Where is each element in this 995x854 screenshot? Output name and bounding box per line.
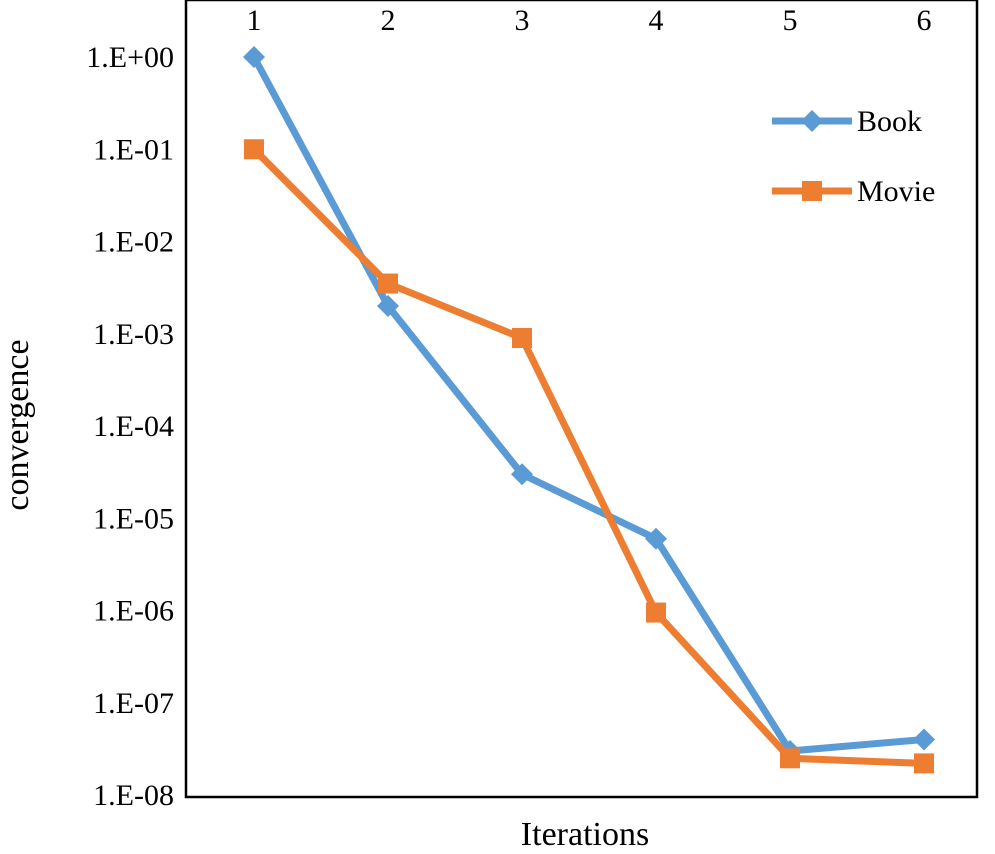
x-tick-label: 6 <box>917 4 932 37</box>
legend-label-book: Book <box>857 105 922 138</box>
y-axis-title: convergence <box>0 339 36 510</box>
series-line-movie <box>250 145 928 767</box>
data-point-movie <box>780 748 800 769</box>
data-point-book <box>243 46 265 68</box>
x-tick-label: 4 <box>649 4 664 37</box>
x-axis-title: Iterations <box>521 816 649 853</box>
y-tick-label: 1.E-01 <box>93 133 174 166</box>
y-tick-label: 1.E-05 <box>93 502 174 535</box>
y-axis-ticks: 1.E+00 1.E-01 1.E-02 1.E-03 1.E-04 1.E-05 1.E-… <box>86 41 174 812</box>
data-point-movie <box>646 602 666 623</box>
legend-marker-movie <box>802 181 822 201</box>
x-tick-label: 2 <box>381 4 396 37</box>
y-tick-label: 1.E-08 <box>93 779 174 812</box>
y-tick-label: 1.E-03 <box>93 318 174 351</box>
plot-area-frame <box>184 0 979 799</box>
x-tick-label: 5 <box>783 4 798 37</box>
legend-label-movie: Movie <box>857 175 935 208</box>
data-point-book <box>511 463 533 486</box>
data-point-book <box>645 527 667 550</box>
data-point-movie <box>512 327 532 348</box>
series-line-book <box>250 53 928 755</box>
legend: Book Movie <box>772 105 935 208</box>
y-tick-label: 1.E-07 <box>93 687 174 720</box>
x-tick-label: 1 <box>247 4 262 37</box>
y-tick-label: 1.E+00 <box>86 41 174 74</box>
legend-marker-book <box>801 110 823 132</box>
y-tick-label: 1.E-02 <box>93 226 174 259</box>
data-point-book <box>377 294 399 317</box>
data-point-movie <box>914 753 934 774</box>
x-axis-ticks: 1 2 3 4 5 6 <box>247 4 932 37</box>
series-layer <box>243 46 935 774</box>
y-tick-label: 1.E-04 <box>93 410 174 443</box>
data-point-movie <box>244 139 264 160</box>
y-tick-label: 1.E-06 <box>93 595 174 628</box>
x-tick-label: 3 <box>515 4 530 37</box>
data-point-movie <box>378 273 398 294</box>
data-point-book <box>913 728 935 751</box>
